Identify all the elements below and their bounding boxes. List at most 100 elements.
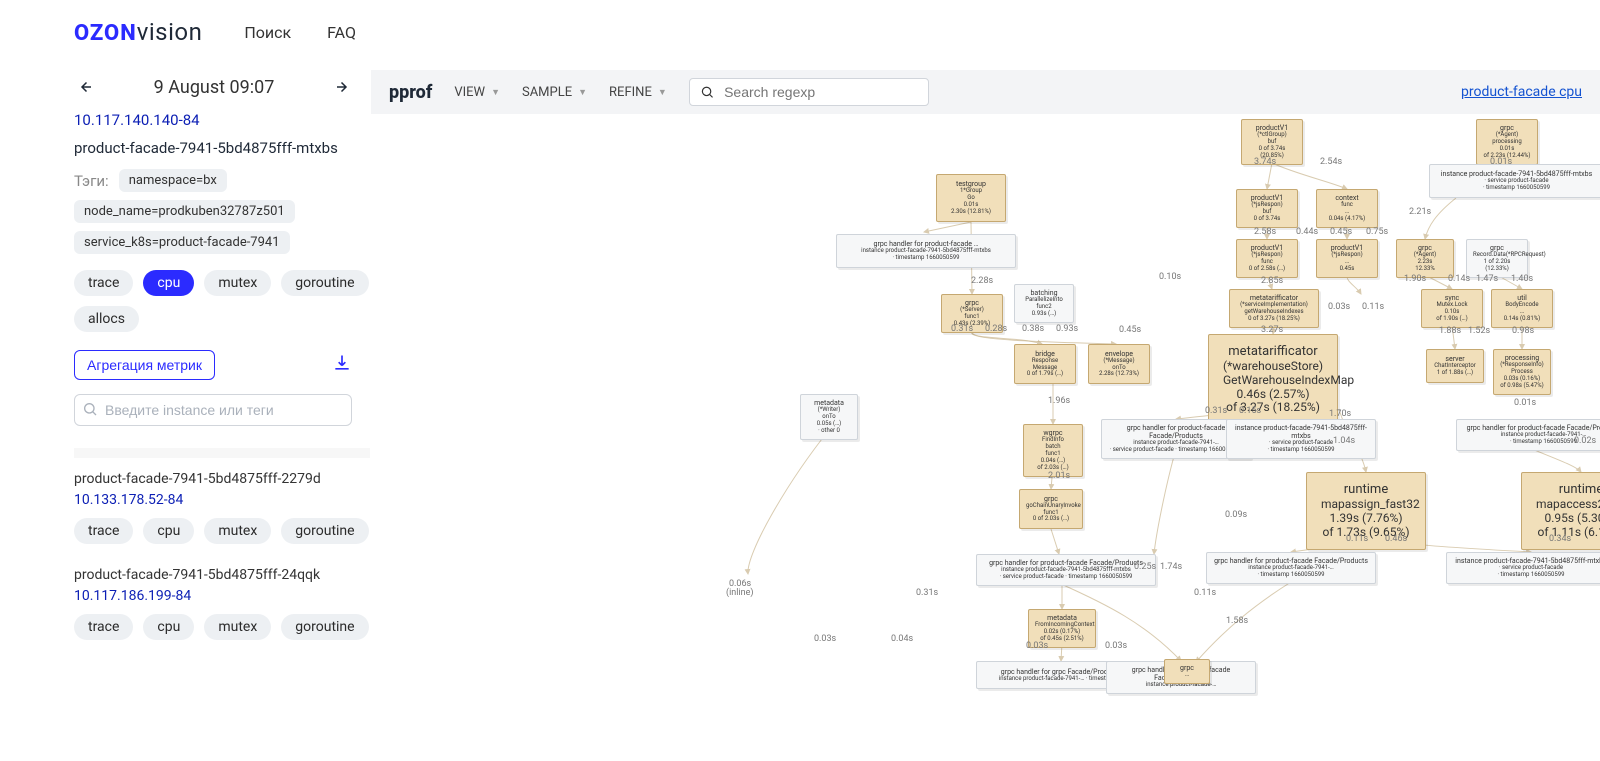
pprof-search-input[interactable] bbox=[722, 83, 918, 101]
nav-search[interactable]: Поиск bbox=[244, 23, 291, 42]
instance-list: product-facade-7941-5bd4875fff-2279d 10.1… bbox=[74, 448, 370, 644]
edge-label: 0.38s bbox=[1022, 324, 1044, 334]
edge-label: 0.03s bbox=[1026, 641, 1048, 651]
pprof-source-link[interactable]: product-facade cpu bbox=[1461, 84, 1582, 100]
profile-chip-goroutine[interactable]: goroutine bbox=[281, 270, 368, 296]
callgraph-node[interactable]: grpc handler for product-facade …instanc… bbox=[836, 234, 1016, 268]
edge-label: 0.02s bbox=[1574, 436, 1596, 446]
callgraph-node[interactable]: productV1(*jsRespon)…0.45s bbox=[1316, 239, 1378, 278]
instance-name: product-facade-7941-5bd4875fff-2279d bbox=[74, 470, 370, 489]
date-next-button[interactable] bbox=[332, 76, 354, 98]
callgraph-node[interactable]: grpc… bbox=[1164, 659, 1210, 684]
edge-label: 0.11s bbox=[1346, 534, 1368, 544]
callgraph-node[interactable]: utilBodyEncode…0.14s (0.81%) bbox=[1491, 289, 1553, 328]
tag-node-name[interactable]: node_name=prodkuben32787z501 bbox=[74, 200, 295, 223]
edge-label: 0.11s bbox=[1362, 302, 1384, 312]
instance-search-input[interactable] bbox=[74, 394, 352, 426]
tag-service-k8s[interactable]: service_k8s=product-facade-7941 bbox=[74, 231, 290, 254]
edge-label: 0.34s bbox=[1549, 534, 1571, 544]
instance-item[interactable]: product-facade-7941-5bd4875fff-24qqk 10.1… bbox=[74, 554, 370, 644]
instance-ip-link[interactable]: 10.133.178.52-84 bbox=[74, 492, 183, 508]
edge-label: 3.27s bbox=[1261, 325, 1283, 335]
instance-item[interactable]: product-facade-7941-5bd4875fff-2279d 10.1… bbox=[74, 458, 370, 548]
profile-chip-trace[interactable]: trace bbox=[74, 614, 133, 640]
callgraph-node[interactable]: metatarifficator(*serviceImplementation)… bbox=[1229, 289, 1319, 328]
edge-label: 1.88s bbox=[1439, 326, 1461, 336]
callgraph-node[interactable]: syncMutex.Lock0.10sof 1.90s (…) bbox=[1421, 289, 1483, 328]
edge-label: 1.47s bbox=[1476, 274, 1498, 284]
callgraph-node[interactable]: wgrpcFindInfobatchfunc10.04s (…)of 2.03s… bbox=[1023, 424, 1083, 477]
instance-search bbox=[74, 394, 352, 426]
callgraph-node[interactable]: grpcgoChainUnaryInvokefunc10 of 2.03s (…… bbox=[1019, 489, 1083, 529]
callgraph-node[interactable]: processing(*ResponseInfo)Process0.03s (0… bbox=[1493, 349, 1551, 395]
edge-label: 0.14s bbox=[1448, 274, 1470, 284]
callgraph-node[interactable]: metatarifficator(*warehouseStore)GetWare… bbox=[1208, 334, 1338, 426]
callgraph-node[interactable]: serverChatInterceptor1 of 1.88s (…) bbox=[1426, 349, 1484, 383]
edge-label: 0.31s bbox=[916, 588, 938, 598]
pprof-title: pprof bbox=[389, 82, 432, 103]
caret-icon: ▼ bbox=[491, 87, 500, 98]
callgraph-node[interactable]: batchingParallelizeIntofunc20.93s (…) bbox=[1014, 284, 1074, 323]
callgraph-node[interactable]: grpc handler for product-facade Facade/P… bbox=[1456, 419, 1600, 451]
nav-faq[interactable]: FAQ bbox=[327, 23, 356, 42]
instance-ip-link[interactable]: 10.117.186.199-84 bbox=[74, 588, 191, 604]
profile-chip-trace[interactable]: trace bbox=[74, 518, 133, 544]
pprof-menu-refine[interactable]: REFINE▼ bbox=[609, 85, 667, 100]
edge-label: 1.70s bbox=[1329, 409, 1351, 419]
callgraph-node[interactable]: productV1(*jsRespon)buf0 of 3.74s bbox=[1236, 189, 1298, 228]
instance-name: product-facade-7941-5bd4875fff-24qqk bbox=[74, 566, 370, 585]
edge-label: 2.85s bbox=[1261, 276, 1283, 286]
profile-chip-trace[interactable]: trace bbox=[74, 270, 133, 296]
profile-chip-cpu[interactable]: cpu bbox=[143, 518, 194, 544]
edge-label: 0.44s bbox=[1296, 227, 1318, 237]
edge-label: 1.58s bbox=[1226, 616, 1248, 626]
profile-chips: trace cpu mutex goroutine allocs bbox=[74, 270, 370, 332]
search-icon bbox=[700, 84, 714, 100]
callgraph-node[interactable]: testgroup1*GroupGo0.01s2.30s (12.81%) bbox=[936, 174, 1006, 222]
edge-label: 0.04s bbox=[891, 634, 913, 644]
edge-label: 2.58s bbox=[1254, 227, 1276, 237]
callgraph-node[interactable]: bridgeResponseMessage0 of 1.79s (…) bbox=[1014, 344, 1076, 384]
top-nav: Поиск FAQ bbox=[244, 23, 356, 42]
logo[interactable]: OZONvision bbox=[74, 18, 202, 46]
download-button[interactable] bbox=[332, 353, 352, 377]
pprof-menu-view[interactable]: VIEW▼ bbox=[454, 85, 500, 100]
pprof-menu-sample[interactable]: SAMPLE▼ bbox=[522, 85, 587, 100]
callgraph-node[interactable]: grpc(*Agent)2.23s12.33% bbox=[1396, 239, 1454, 278]
edge-label: 0.75s bbox=[1366, 227, 1388, 237]
callgraph-node[interactable]: instance product-facade-7941-5bd4875fff-… bbox=[1429, 164, 1600, 198]
profile-chip-cpu[interactable]: cpu bbox=[143, 270, 194, 296]
profile-chip-mutex[interactable]: mutex bbox=[204, 614, 271, 640]
profile-chip-cpu[interactable]: cpu bbox=[143, 614, 194, 640]
callgraph-node[interactable]: envelope(*Message)onTo2.28s (12.73%) bbox=[1088, 344, 1150, 384]
edge-label: 1.04s bbox=[1333, 436, 1355, 446]
search-icon bbox=[82, 401, 98, 417]
callgraph-node[interactable]: instance product-facade-7941-5bd4875fff-… bbox=[1446, 552, 1600, 584]
edge-label: 0.31s bbox=[951, 324, 973, 334]
edge-label: 1.74s bbox=[1160, 562, 1182, 572]
profile-chip-allocs[interactable]: allocs bbox=[74, 306, 139, 332]
aggregate-metrics-button[interactable]: Агрегация метрик bbox=[74, 350, 215, 380]
date-prev-button[interactable] bbox=[74, 76, 96, 98]
tags-label: Тэги: bbox=[74, 172, 109, 190]
profile-chip-goroutine[interactable]: goroutine bbox=[281, 518, 368, 544]
pprof-callgraph[interactable]: testgroup1*GroupGo0.01s2.30s (12.81%) grp… bbox=[371, 114, 1600, 761]
callgraph-node[interactable]: grpc handler for product-facade Facade/P… bbox=[1206, 552, 1376, 584]
selected-ip-link[interactable]: 10.117.140.140-84 bbox=[74, 111, 200, 129]
arrow-left-icon bbox=[76, 78, 94, 96]
callgraph-node[interactable]: grpc handler for product-facade Facade/P… bbox=[976, 554, 1156, 586]
edge-label: 1.52s bbox=[1468, 326, 1490, 336]
callgraph-node[interactable]: productV1(*jsRespon)func0 of 2.58s (…) bbox=[1236, 239, 1298, 278]
tag-namespace[interactable]: namespace=bx bbox=[119, 169, 227, 192]
edge-label: 0.45s bbox=[1330, 227, 1352, 237]
edge-label: 0.01s bbox=[1514, 398, 1536, 408]
callgraph-node[interactable]: contextfunc…0.04s (4.17%) bbox=[1316, 189, 1378, 228]
callgraph-node[interactable]: grpcRecord.Data(*RPCRequest)1 of 2.20s (… bbox=[1466, 239, 1528, 278]
profile-chip-mutex[interactable]: mutex bbox=[204, 518, 271, 544]
edge-label: 0.03s bbox=[1328, 302, 1350, 312]
profile-chip-mutex[interactable]: mutex bbox=[204, 270, 271, 296]
edge-label: 0.11s bbox=[1194, 588, 1216, 598]
pprof-toolbar: pprof VIEW▼ SAMPLE▼ REFINE▼ product-faca… bbox=[371, 70, 1600, 114]
profile-chip-goroutine[interactable]: goroutine bbox=[281, 614, 368, 640]
callgraph-node[interactable]: metadata(*Writer)onTo0.05s (…)· other 0 bbox=[800, 394, 858, 440]
